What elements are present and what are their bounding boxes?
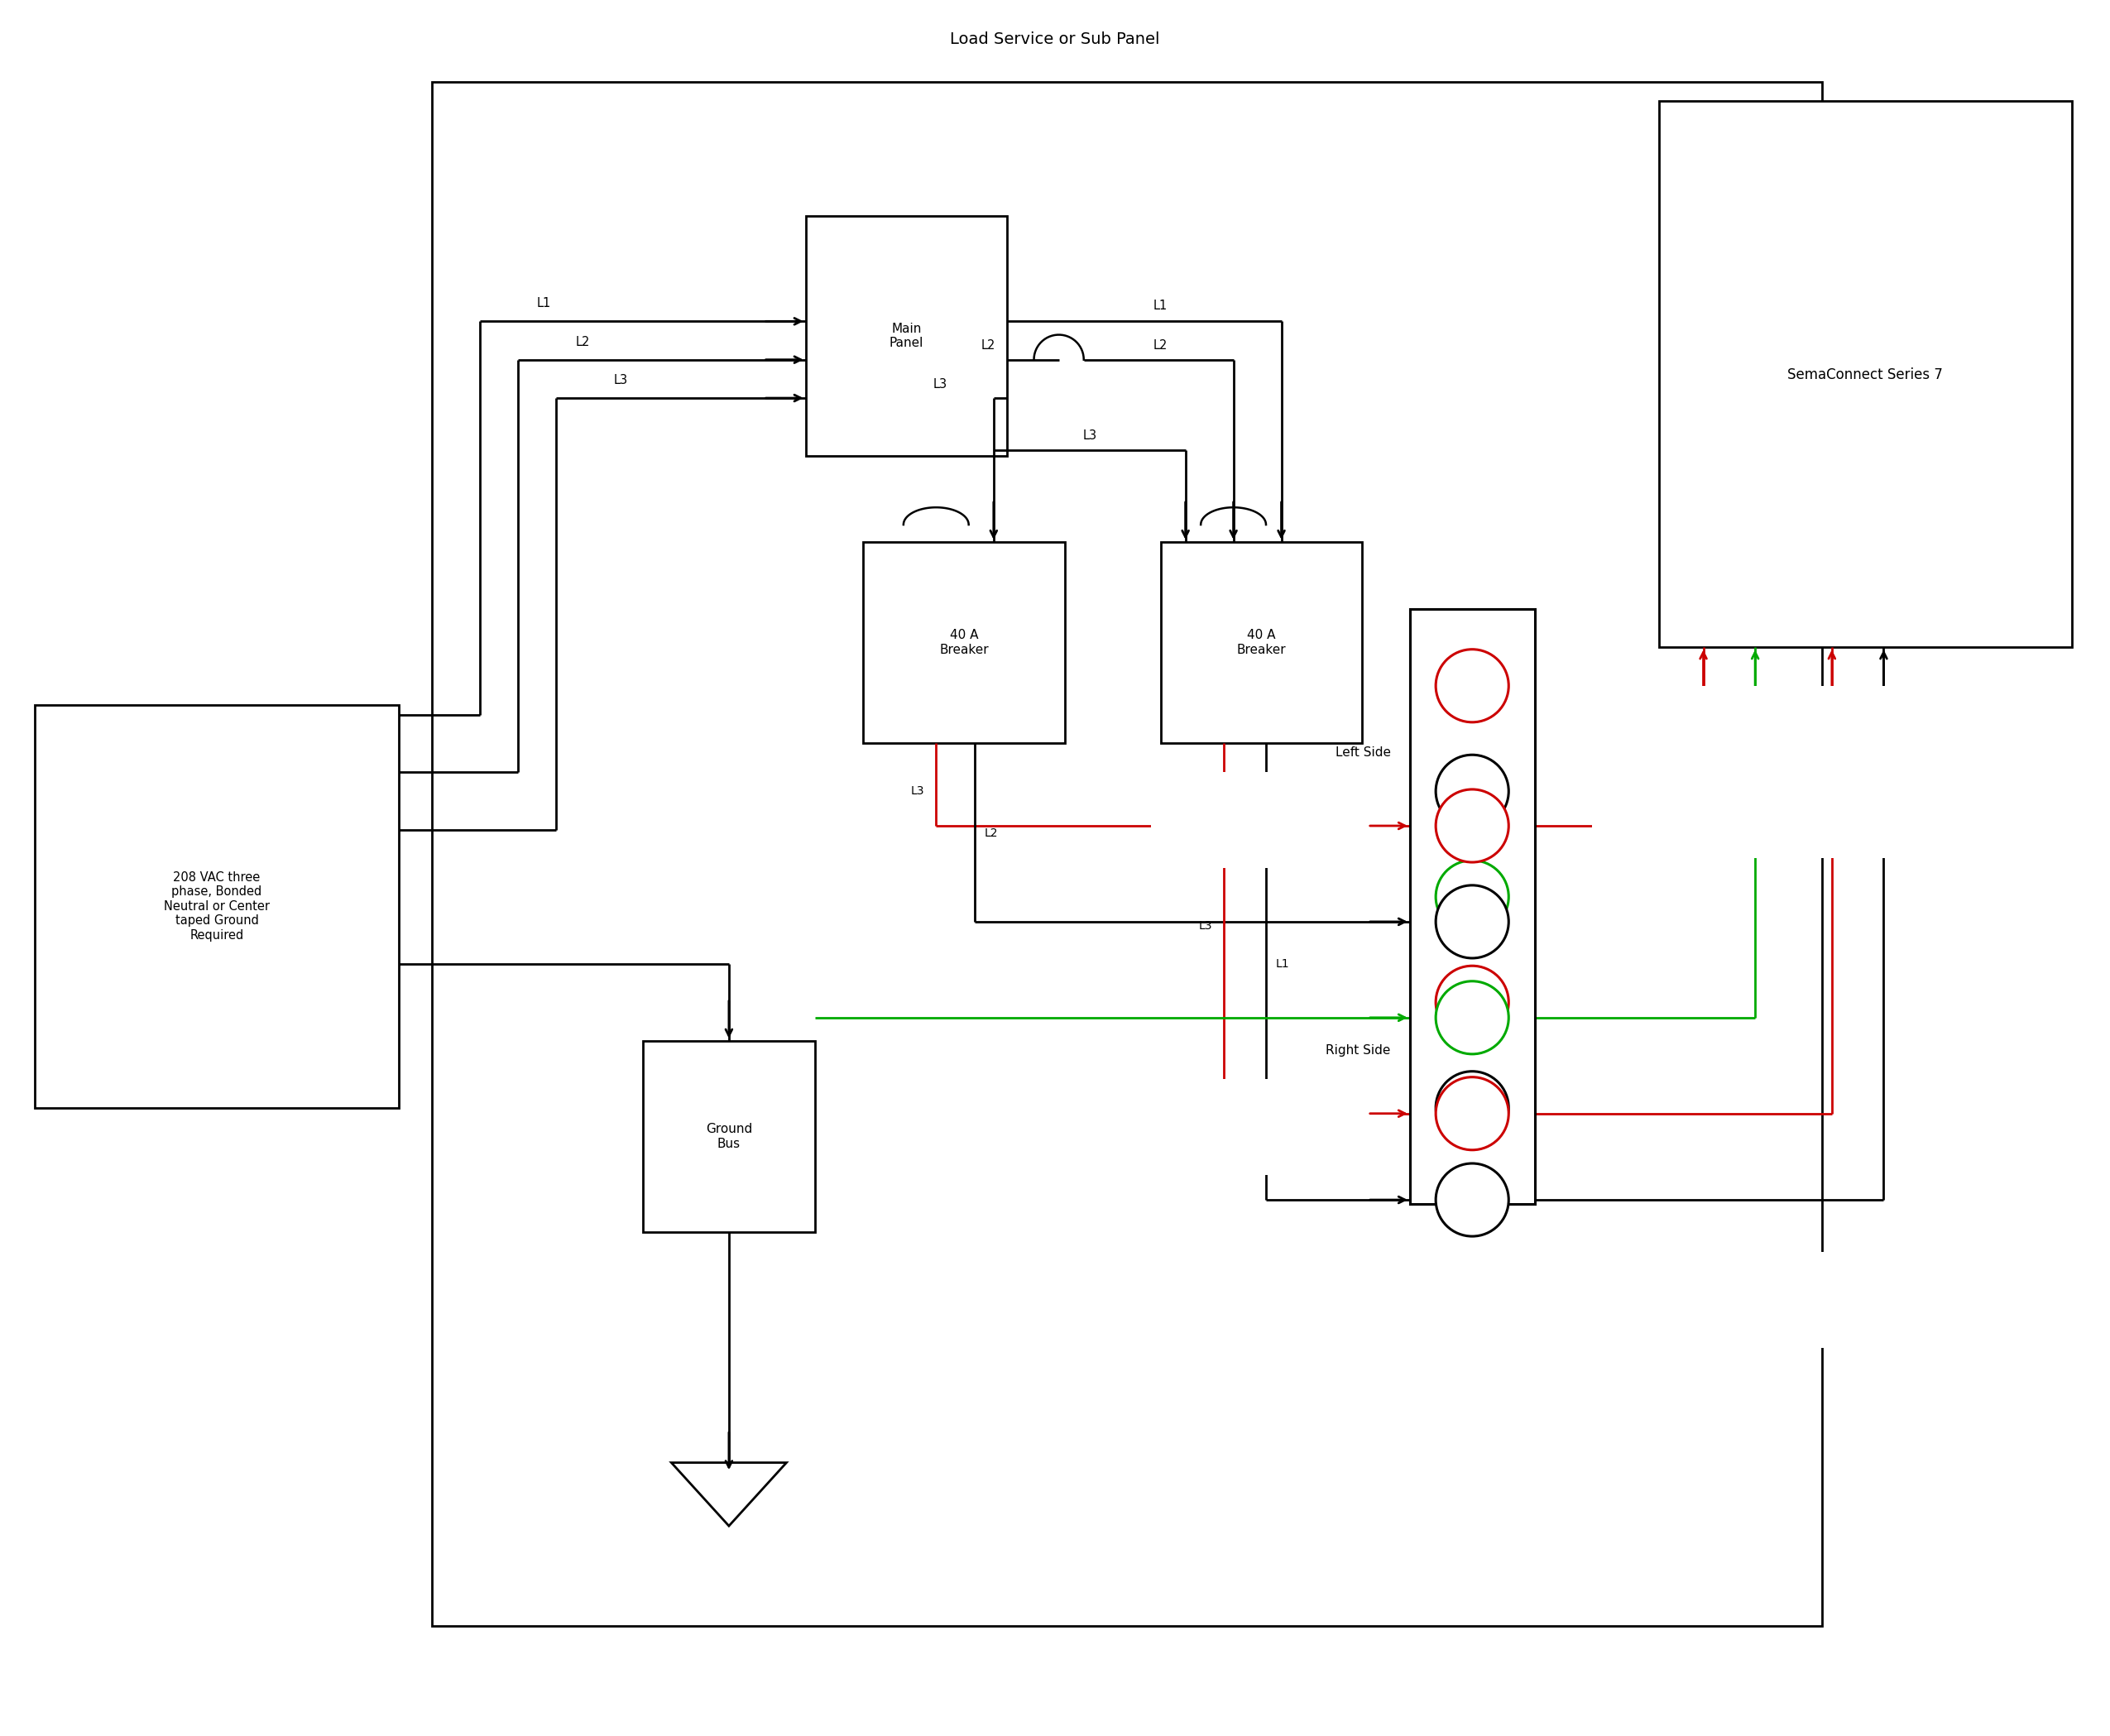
Bar [1160, 542, 1361, 743]
Circle shape [1435, 861, 1509, 934]
Bar [1658, 101, 2072, 648]
Text: L1: L1 [1277, 958, 1289, 970]
Circle shape [1435, 1076, 1509, 1149]
Bar [433, 82, 1823, 1625]
Bar [1409, 609, 1534, 1203]
Circle shape [1435, 1071, 1509, 1144]
Text: Left Side: Left Side [1336, 776, 1390, 788]
Polygon shape [671, 1463, 787, 1526]
Bar [34, 705, 399, 1108]
Text: L2: L2 [1154, 340, 1167, 352]
Text: 40 A
Breaker: 40 A Breaker [939, 628, 990, 656]
Text: 208 VAC
Single Phase: 208 VAC Single Phase [1884, 745, 1964, 773]
Bar [644, 1040, 814, 1233]
Text: Right Side: Right Side [1325, 1130, 1390, 1142]
Text: Right Side: Right Side [1325, 1043, 1390, 1057]
Bar [1409, 609, 1534, 1203]
Text: L3: L3 [614, 375, 629, 387]
Text: L3: L3 [912, 785, 924, 797]
Text: L3: L3 [1198, 920, 1213, 930]
Text: 208 VAC
Single Phase: 208 VAC Single Phase [1633, 745, 1715, 773]
Text: L2: L2 [576, 335, 591, 349]
Text: L3: L3 [933, 378, 947, 391]
Text: L1: L1 [1154, 299, 1167, 312]
Text: SemaConnect Series 7: SemaConnect Series 7 [1787, 368, 1943, 382]
Text: 40 A
Breaker: 40 A Breaker [1236, 628, 1285, 656]
Bar [806, 215, 1006, 455]
Text: 208 VAC three
phase, Bonded
Neutral or Center
taped Ground
Required: 208 VAC three phase, Bonded Neutral or C… [165, 871, 270, 941]
Circle shape [1435, 649, 1509, 722]
Circle shape [1435, 885, 1509, 958]
Text: L2: L2 [983, 828, 998, 838]
Text: Ground
Bus: Ground Bus [705, 1123, 751, 1149]
Circle shape [1435, 755, 1509, 828]
Text: Main
Panel: Main Panel [888, 323, 924, 349]
Bar [863, 542, 1066, 743]
Bar [1342, 1252, 1994, 1347]
Circle shape [1435, 981, 1509, 1054]
Text: L2: L2 [981, 340, 996, 352]
Circle shape [1435, 790, 1509, 863]
Text: Left Side: Left Side [1336, 746, 1390, 759]
Bar [1150, 773, 1401, 868]
Text: L1: L1 [538, 297, 551, 309]
Circle shape [1435, 1163, 1509, 1236]
Text: 208 VAC
Single Phase: 208 VAC Single Phase [1817, 743, 1897, 771]
Text: Load Service or Sub Panel: Load Service or Sub Panel [949, 31, 1160, 47]
Text: 208 VAC
Single Phase: 208 VAC Single Phase [1663, 743, 1743, 771]
Text: L3: L3 [1082, 431, 1097, 443]
Circle shape [1435, 965, 1509, 1038]
Bar [1150, 1080, 1401, 1175]
Bar [1593, 686, 1975, 858]
Text: Use wire nuts for joining wires: Use wire nuts for joining wires [1447, 1274, 1639, 1286]
Text: Use wire nuts for joining wires: Use wire nuts for joining wires [1409, 1293, 1601, 1305]
